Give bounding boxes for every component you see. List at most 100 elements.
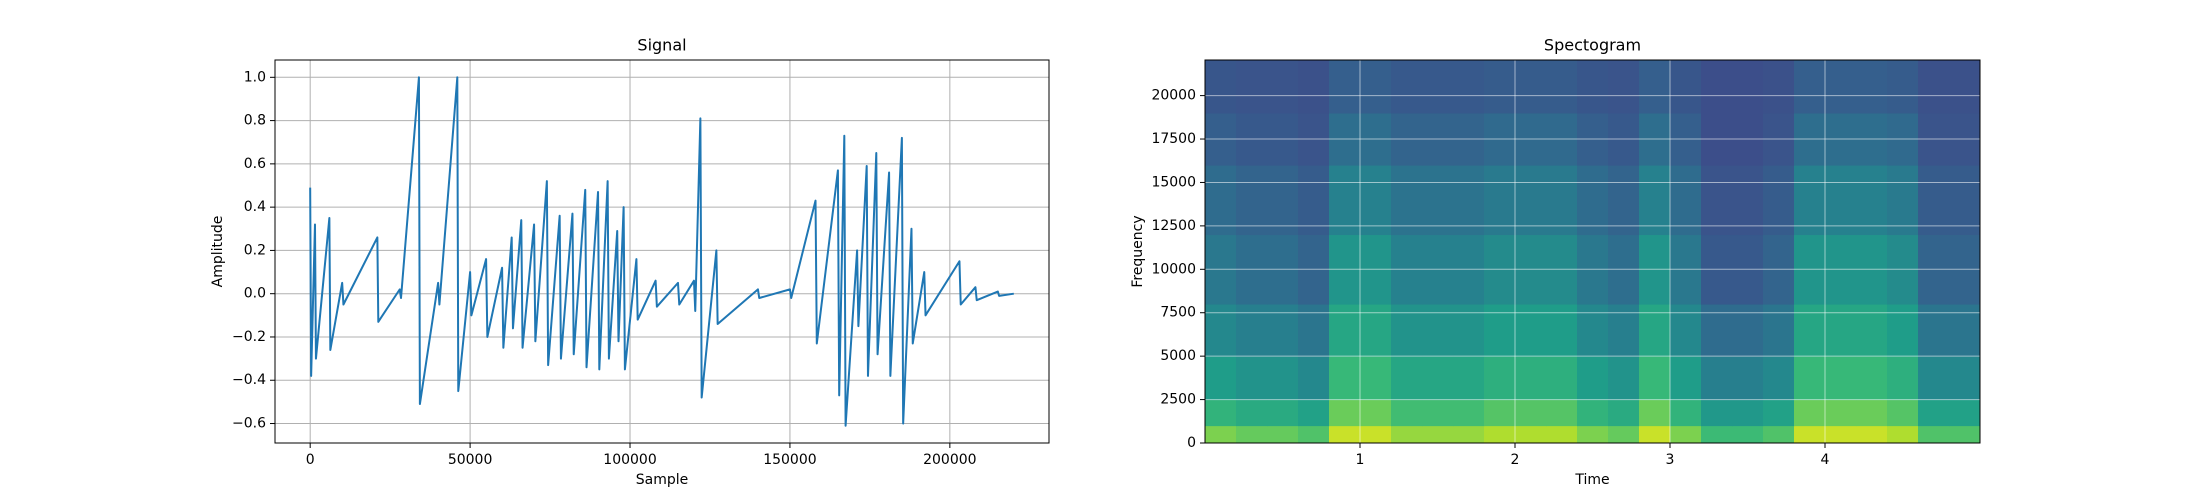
spectrogram-cell (1794, 425, 1826, 443)
spectrogram-cell (1205, 425, 1237, 443)
spectrogram-cell (1825, 304, 1857, 357)
spectrogram-cell (1670, 399, 1702, 427)
spectrogram-cell (1794, 356, 1826, 401)
y-tick-label: 5000 (1160, 348, 1196, 364)
spectrogram-cell (1515, 356, 1547, 401)
spectrogram-cell (1918, 356, 1950, 401)
spectrogram-cell (1608, 399, 1640, 427)
spectrogram-cell (1732, 399, 1764, 427)
spectrogram-cell (1484, 304, 1516, 357)
spectrogram-cell (1515, 165, 1547, 236)
spectrogram-cell (1484, 165, 1516, 236)
spectrogram-cell (1701, 304, 1733, 357)
spectrogram-cell (1422, 425, 1454, 443)
x-tick-label: 50000 (448, 452, 493, 468)
spectrogram-cell (1918, 425, 1950, 443)
spectrogram-cell (1763, 356, 1795, 401)
spectrogram-cell (1453, 165, 1485, 236)
spectrogram-cell (1205, 399, 1237, 427)
spectrogram-cell (1205, 60, 1237, 114)
spectrogram-cell (1267, 165, 1299, 236)
spectrogram-cell (1794, 399, 1826, 427)
spectrogram-cell (1577, 304, 1609, 357)
spectrogram-cell (1391, 165, 1423, 236)
spectrogram-cell (1732, 425, 1764, 443)
spectrogram-cell (1546, 425, 1578, 443)
y-tick-label: −0.6 (232, 416, 266, 432)
spectrogram-cell (1949, 399, 1980, 427)
spectrogram-cell (1794, 304, 1826, 357)
spectrogram-cell (1639, 425, 1671, 443)
y-axis-label: Amplitude (210, 216, 226, 288)
spectrogram-cell (1639, 60, 1671, 114)
spectrogram-cell (1267, 304, 1299, 357)
spectrogram-cell (1732, 304, 1764, 357)
spectrogram-cell (1546, 60, 1578, 114)
x-tick-label: 200000 (923, 452, 976, 468)
spectrogram-cell (1329, 304, 1361, 357)
spectrogram-cell (1267, 60, 1299, 114)
spectrogram-cell (1670, 60, 1702, 114)
spectrogram-cell (1329, 399, 1361, 427)
y-tick-label: 1.0 (244, 69, 266, 85)
axes-frame (274, 59, 1050, 444)
spectrogram-cell (1267, 425, 1299, 443)
y-tick-label: 15000 (1151, 174, 1196, 190)
spectrogram-cell (1763, 399, 1795, 427)
plot-area (1205, 60, 1980, 443)
spectrogram-cell (1949, 60, 1980, 114)
y-tick-label: 10000 (1151, 261, 1196, 277)
spectrogram-cell (1391, 356, 1423, 401)
spectrogram-cell (1484, 356, 1516, 401)
spectrogram-cell (1670, 356, 1702, 401)
spectrogram-cell (1236, 165, 1268, 236)
spectrogram-cell (1236, 425, 1268, 443)
x-axis-label: Sample (636, 472, 689, 488)
spectrogram-cell (1453, 304, 1485, 357)
spectrogram-cell (1391, 60, 1423, 114)
spectrogram-cell (1205, 356, 1237, 401)
y-tick-label: 0.4 (244, 199, 266, 215)
spectrogram-cell (1639, 304, 1671, 357)
spectrogram-cell (1453, 399, 1485, 427)
spectrogram-cell (1422, 304, 1454, 357)
spectrogram-cell (1670, 425, 1702, 443)
spectrogram-cell (1763, 165, 1795, 236)
spectrogram-cell (1422, 399, 1454, 427)
spectrogram-cell (1298, 304, 1330, 357)
spectrogram-cell (1515, 60, 1547, 114)
spectrogram-cell (1732, 165, 1764, 236)
spectrogram-cell (1856, 399, 1888, 427)
spectrogram-cell (1391, 304, 1423, 357)
spectrogram-cell (1298, 60, 1330, 114)
x-axis-label: Time (1574, 472, 1609, 488)
spectrogram-cell (1825, 399, 1857, 427)
spectrogram-cell (1422, 356, 1454, 401)
spectrogram-cell (1453, 60, 1485, 114)
spectrogram-cell (1670, 165, 1702, 236)
spectrogram-cell (1236, 356, 1268, 401)
spectrogram-cell (1236, 399, 1268, 427)
spectrogram-cell (1887, 60, 1919, 114)
spectrogram-cell (1546, 399, 1578, 427)
spectrogram-cell (1856, 165, 1888, 236)
spectrogram-cell (1887, 304, 1919, 357)
y-tick-label: 0.0 (244, 286, 266, 302)
spectrogram-cell (1236, 60, 1268, 114)
spectrogram-cell (1670, 304, 1702, 357)
spectrogram-cell (1453, 356, 1485, 401)
spectrogram-cell (1794, 60, 1826, 114)
spectrogram-cell (1608, 425, 1640, 443)
spectrogram-cell (1298, 425, 1330, 443)
spectrogram-cell (1267, 356, 1299, 401)
spectrogram-cell (1546, 304, 1578, 357)
spectrogram-cell (1918, 399, 1950, 427)
y-tick-label: 7500 (1160, 305, 1196, 321)
spectrogram-cell (1391, 399, 1423, 427)
spectrogram-cell (1484, 60, 1516, 114)
x-tick-label: 150000 (763, 452, 816, 468)
spectrogram-cell (1422, 165, 1454, 236)
spectrogram-cell (1453, 425, 1485, 443)
spectrogram-cell (1329, 356, 1361, 401)
